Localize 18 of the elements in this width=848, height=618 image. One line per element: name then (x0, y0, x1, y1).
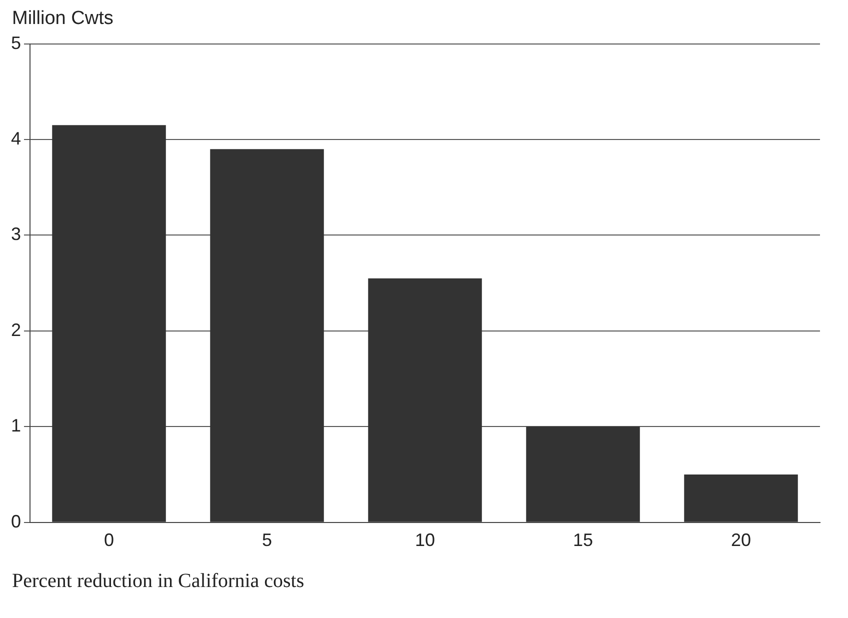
bar (684, 474, 798, 522)
y-tick-label: 1 (10, 416, 22, 436)
x-tick-label: 10 (414, 530, 436, 550)
y-axis-title: Million Cwts (12, 8, 114, 30)
y-tick-label: 3 (10, 224, 22, 244)
x-tick-label: 5 (262, 530, 272, 550)
bar (52, 125, 166, 522)
y-tick-label: 0 (10, 511, 22, 532)
x-tick-label: 20 (730, 530, 752, 550)
x-tick-label: 0 (104, 530, 114, 550)
x-tick-label: 15 (572, 530, 594, 550)
bar (210, 149, 324, 522)
bar (526, 426, 640, 522)
bar (368, 278, 482, 522)
x-axis-title: Percent reduction in California costs (12, 570, 306, 593)
y-tick-label: 4 (10, 128, 22, 148)
y-tick-label: 5 (10, 32, 22, 53)
y-tick-label: 2 (10, 320, 22, 340)
